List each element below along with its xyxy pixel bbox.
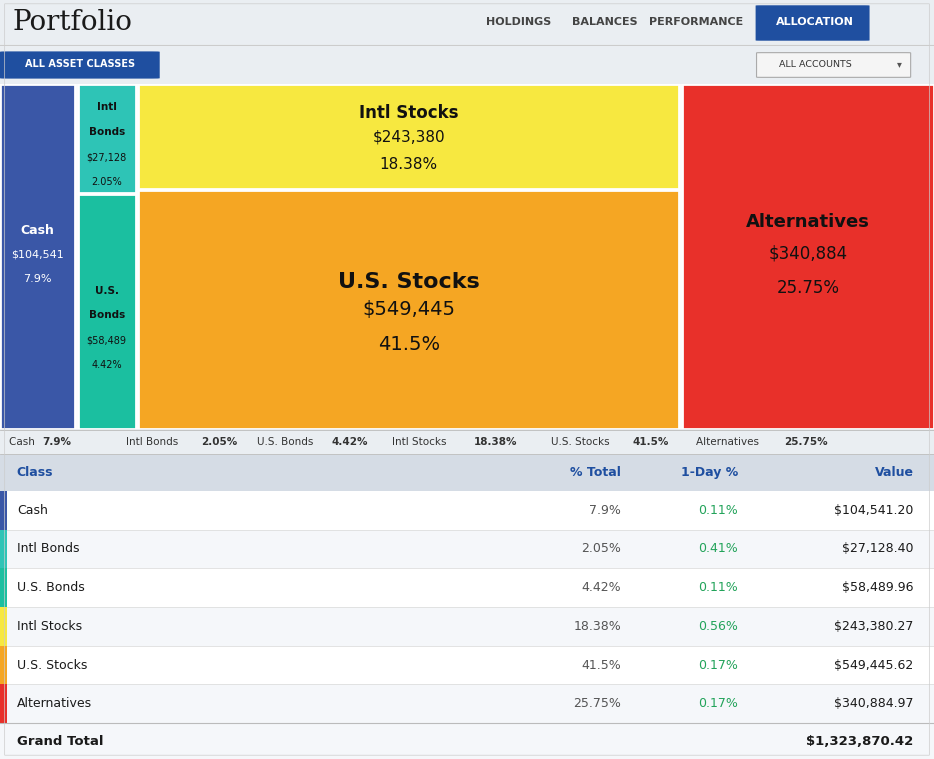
- FancyBboxPatch shape: [0, 52, 160, 79]
- Text: 0.11%: 0.11%: [698, 581, 738, 594]
- Text: $340,884.97: $340,884.97: [834, 698, 913, 710]
- Text: ALLOCATION: ALLOCATION: [775, 17, 854, 27]
- Text: U.S.: U.S.: [94, 285, 119, 296]
- FancyBboxPatch shape: [757, 52, 911, 77]
- Text: $1,323,870.42: $1,323,870.42: [806, 735, 913, 748]
- Text: $243,380: $243,380: [373, 129, 446, 144]
- Text: 41.5%: 41.5%: [377, 335, 440, 354]
- Text: Cash: Cash: [9, 437, 38, 447]
- Text: Bonds: Bonds: [89, 127, 125, 137]
- Text: 2.05%: 2.05%: [581, 543, 621, 556]
- Bar: [0, 455, 934, 491]
- Text: % Total: % Total: [571, 467, 621, 480]
- Bar: [0, 84, 75, 429]
- Text: BALANCES: BALANCES: [573, 17, 638, 27]
- Text: 25.75%: 25.75%: [573, 698, 621, 710]
- Text: U.S. Bonds: U.S. Bonds: [17, 581, 85, 594]
- Bar: [0, 530, 7, 568]
- Text: $58,489.96: $58,489.96: [842, 581, 913, 594]
- Bar: [138, 191, 680, 429]
- Text: $104,541: $104,541: [11, 250, 64, 260]
- Bar: [7, 530, 934, 568]
- Text: PERFORMANCE: PERFORMANCE: [649, 17, 743, 27]
- Bar: [7, 607, 934, 646]
- Bar: [0, 491, 7, 530]
- Text: Intl Stocks: Intl Stocks: [392, 437, 450, 447]
- Text: 7.9%: 7.9%: [23, 274, 52, 284]
- Bar: [0, 685, 7, 723]
- Text: ALL ACCOUNTS: ALL ACCOUNTS: [779, 60, 852, 69]
- Text: 7.9%: 7.9%: [589, 504, 621, 517]
- Text: 4.42%: 4.42%: [92, 360, 122, 370]
- Text: 1-Day %: 1-Day %: [681, 467, 738, 480]
- Text: Intl Bonds: Intl Bonds: [126, 437, 181, 447]
- Text: Portfolio: Portfolio: [12, 8, 132, 36]
- Bar: [0, 646, 7, 685]
- Text: Intl Stocks: Intl Stocks: [359, 103, 459, 121]
- Text: U.S. Bonds: U.S. Bonds: [257, 437, 317, 447]
- Text: 25.75%: 25.75%: [785, 437, 828, 447]
- Text: $104,541.20: $104,541.20: [834, 504, 913, 517]
- Text: HOLDINGS: HOLDINGS: [486, 17, 551, 27]
- Text: Value: Value: [874, 467, 913, 480]
- Text: Cash: Cash: [17, 504, 48, 517]
- FancyBboxPatch shape: [756, 5, 870, 41]
- Text: $243,380.27: $243,380.27: [834, 620, 913, 633]
- Bar: [0, 723, 934, 759]
- Bar: [138, 84, 680, 190]
- Text: Alternatives: Alternatives: [696, 437, 762, 447]
- Text: U.S. Stocks: U.S. Stocks: [17, 659, 87, 672]
- Bar: [0, 568, 7, 607]
- Text: Intl: Intl: [97, 102, 117, 112]
- Text: U.S. Stocks: U.S. Stocks: [551, 437, 613, 447]
- Text: Alternatives: Alternatives: [746, 213, 870, 231]
- Text: $27,128.40: $27,128.40: [842, 543, 913, 556]
- Text: $549,445.62: $549,445.62: [834, 659, 913, 672]
- Text: 0.17%: 0.17%: [698, 698, 738, 710]
- Text: Class: Class: [17, 467, 53, 480]
- Text: 18.38%: 18.38%: [380, 157, 438, 172]
- Text: 7.9%: 7.9%: [42, 437, 71, 447]
- Bar: [7, 568, 934, 607]
- Text: 2.05%: 2.05%: [92, 177, 122, 187]
- Bar: [7, 491, 934, 530]
- Text: Intl Bonds: Intl Bonds: [17, 543, 79, 556]
- Text: Bonds: Bonds: [89, 310, 125, 320]
- Text: 2.05%: 2.05%: [201, 437, 237, 447]
- Text: 18.38%: 18.38%: [573, 620, 621, 633]
- Text: $58,489: $58,489: [87, 335, 127, 345]
- Text: 0.41%: 0.41%: [698, 543, 738, 556]
- Bar: [78, 84, 136, 193]
- Text: $549,445: $549,445: [362, 300, 456, 320]
- Text: 4.42%: 4.42%: [582, 581, 621, 594]
- Text: $340,884: $340,884: [769, 244, 847, 262]
- Text: Grand Total: Grand Total: [17, 735, 104, 748]
- Text: 0.17%: 0.17%: [698, 659, 738, 672]
- Bar: [7, 646, 934, 685]
- Text: 4.42%: 4.42%: [332, 437, 368, 447]
- Bar: [78, 194, 136, 429]
- Bar: [682, 84, 934, 429]
- Text: Alternatives: Alternatives: [17, 698, 92, 710]
- Text: ALL ASSET CLASSES: ALL ASSET CLASSES: [25, 59, 134, 69]
- Text: 0.11%: 0.11%: [698, 504, 738, 517]
- Text: 0.56%: 0.56%: [698, 620, 738, 633]
- Text: 41.5%: 41.5%: [633, 437, 669, 447]
- Text: 18.38%: 18.38%: [474, 437, 517, 447]
- Text: 41.5%: 41.5%: [581, 659, 621, 672]
- Text: ▾: ▾: [897, 59, 902, 69]
- Text: Cash: Cash: [21, 224, 54, 237]
- Text: U.S. Stocks: U.S. Stocks: [338, 272, 480, 292]
- Text: $27,128: $27,128: [87, 153, 127, 162]
- Bar: [7, 685, 934, 723]
- Bar: [0, 607, 7, 646]
- Text: Intl Stocks: Intl Stocks: [17, 620, 82, 633]
- Text: 25.75%: 25.75%: [776, 279, 840, 297]
